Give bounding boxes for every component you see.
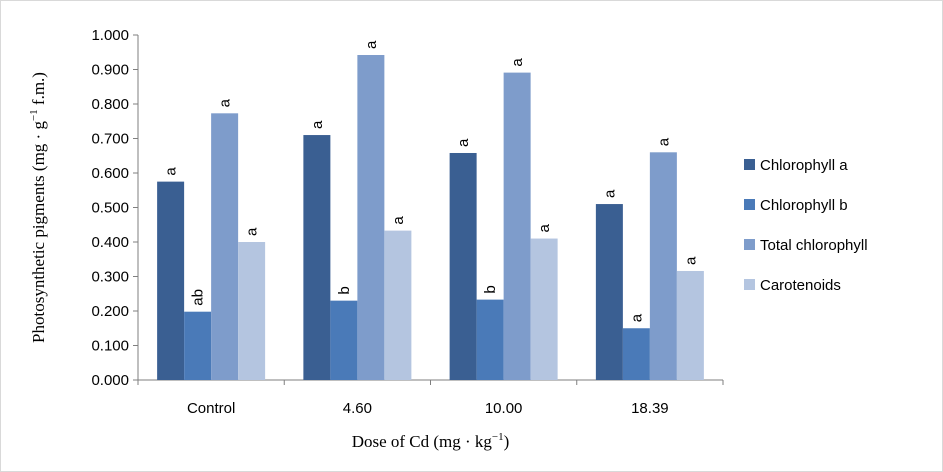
legend: Chlorophyll a Chlorophyll b Total chloroph… [744,157,868,294]
x-tick-label: Control [187,400,235,417]
data-label: a [628,313,645,322]
x-tick-label: 18.39 [631,400,669,417]
axis-titles: Dose of Cd (mg · kg−1) Photosynthetic pig… [28,72,509,451]
bar [449,152,477,380]
x-tick-label: 4.60 [343,400,372,417]
data-label: b [336,286,353,294]
legend-label: Carotenoids [760,277,841,294]
data-label: a [244,227,261,236]
y-tick-label: 0.800 [91,96,129,113]
bar [303,135,331,380]
y-tick-label: 0.400 [91,234,129,251]
y-tick-label: 0.700 [91,131,129,148]
data-label: a [601,189,618,198]
bar [676,270,704,380]
x-axis-title: Dose of Cd (mg · kg−1) [352,431,510,451]
bar [503,72,531,380]
y-tick-label: 0.500 [91,200,129,217]
y-tick-label: 0.100 [91,338,129,355]
legend-swatch [744,159,755,170]
data-label: a [163,167,180,176]
data-label: b [482,285,499,293]
bar [649,152,677,380]
y-tick-label: 0.000 [91,372,129,389]
bar [357,55,385,380]
bar [330,300,358,380]
y-tick-label: 0.900 [91,62,129,79]
data-label: ab [190,289,207,306]
data-label: a [682,256,699,265]
y-tick-label: 0.600 [91,165,129,182]
bar [530,238,558,380]
data-label: a [390,216,407,225]
y-tick-label: 0.200 [91,303,129,320]
legend-label: Chlorophyll a [760,157,848,174]
bar [184,311,212,380]
data-label: a [536,224,553,233]
x-tick-label: 10.00 [485,400,523,417]
bar [384,230,412,380]
bar [157,181,185,380]
bar [595,204,623,380]
bar [211,113,239,380]
bars [157,55,704,380]
legend-swatch [744,279,755,290]
data-label: a [217,98,234,107]
legend-swatch [744,199,755,210]
data-label: a [509,58,526,67]
bar [238,242,266,380]
data-label: a [455,138,472,147]
bar [622,328,650,380]
y-axis-title: Photosynthetic pigments (mg · g−1 f.m.) [28,72,48,343]
legend-label: Total chlorophyll [760,237,868,254]
y-tick-label: 0.300 [91,269,129,286]
data-label: a [655,137,672,146]
axes: 0.000 0.100 0.200 0.300 0.400 0.500 0.600 0.700… [91,27,724,417]
legend-label: Chlorophyll b [760,197,848,214]
legend-swatch [744,239,755,250]
data-label: a [309,120,326,129]
data-label: a [363,40,380,49]
y-tick-label: 1.000 [91,27,129,44]
bar [476,299,504,380]
